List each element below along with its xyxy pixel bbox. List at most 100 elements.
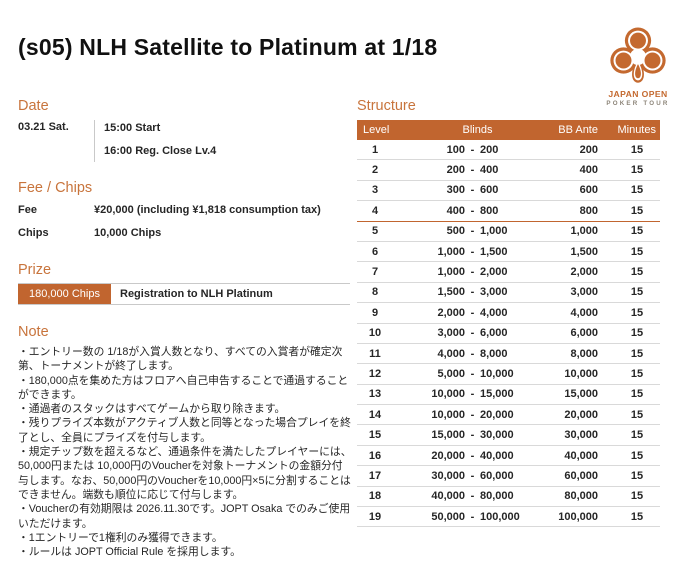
level-cell: 12 (368, 367, 382, 380)
structure-row: 2 200-400 400 15 (357, 160, 660, 181)
structure-row: 18 40,000-80,000 80,000 15 (357, 487, 660, 508)
structure-row: 3 300-600 600 15 (357, 181, 660, 202)
bb-ante-cell: 3,000 (570, 286, 598, 299)
jopt-logo: JAPAN OPEN POKER TOUR (601, 25, 675, 107)
chips-label: Chips (18, 227, 49, 239)
blinds-cell: 200-400 (446, 164, 499, 177)
bb-ante-cell: 30,000 (564, 429, 598, 442)
start-time: 15:00 Start (104, 122, 161, 134)
structure-row: 6 1,000-1,500 1,500 15 (357, 242, 660, 263)
date-row: 03.21 Sat. 15:00 Start 16:00 Reg. Close … (18, 120, 350, 162)
bb-ante-cell: 6,000 (570, 327, 598, 340)
level-cell: 10 (368, 327, 382, 340)
structure-table-body: 1 100-200 200 15 2 200-400 400 15 3 300-600 600 15 4… (357, 140, 660, 528)
minutes-cell: 15 (630, 347, 644, 360)
bb-ante-cell: 800 (579, 204, 598, 217)
structure-row: 19 50,000-100,000 100,000 15 (357, 507, 660, 528)
level-cell: 5 (371, 225, 379, 238)
blinds-cell: 2,000-4,000 (437, 306, 508, 319)
level-cell: 1 (371, 143, 379, 156)
fee-chips-heading: Fee / Chips (18, 180, 93, 196)
minutes-cell: 15 (630, 266, 644, 279)
level-cell: 6 (371, 245, 379, 258)
blinds-separator: - (470, 306, 475, 319)
level-cell: 14 (368, 408, 382, 421)
fee-row: Fee ¥20,000 (including ¥1,818 consumptio… (18, 204, 350, 216)
bb-ante-cell: 4,000 (570, 306, 598, 319)
bb-ante-cell: 80,000 (564, 490, 598, 503)
note-item: ・残りプライズ本数がアクティブ人数と同等となった場合プレイを終了とし、全員にプラ… (18, 417, 351, 444)
blinds-separator: - (470, 164, 475, 177)
blinds-column-header: Blinds (462, 124, 493, 136)
minutes-cell: 15 (630, 510, 644, 523)
minutes-cell: 15 (630, 143, 644, 156)
bb-ante-cell: 60,000 (564, 469, 598, 482)
structure-row: 14 10,000-20,000 20,000 15 (357, 405, 660, 426)
bb-ante-cell: 200 (579, 143, 598, 156)
blinds-cell: 5,000-10,000 (437, 367, 514, 380)
level-cell: 15 (368, 429, 382, 442)
blinds-separator: - (470, 184, 475, 197)
blinds-separator: - (470, 225, 475, 238)
structure-row: 9 2,000-4,000 4,000 15 (357, 303, 660, 324)
level-cell: 4 (371, 204, 379, 217)
note-item: ・通過者のスタックはすべてゲームから取り除きます。 (18, 403, 286, 416)
chips-value: 10,000 Chips (94, 227, 162, 239)
minutes-cell: 15 (630, 245, 644, 258)
level-cell: 19 (368, 510, 382, 523)
structure-row: 12 5,000-10,000 10,000 15 (357, 364, 660, 385)
bb-ante-cell: 8,000 (570, 347, 598, 360)
blinds-cell: 40,000-80,000 (431, 490, 514, 503)
minutes-column-header: Minutes (617, 124, 656, 136)
blinds-cell: 50,000-100,000 (431, 510, 520, 523)
blinds-cell: 4,000-8,000 (437, 347, 508, 360)
structure-row: 13 10,000-15,000 15,000 15 (357, 385, 660, 406)
blinds-separator: - (470, 286, 475, 299)
blinds-cell: 3,000-6,000 (437, 327, 508, 340)
level-cell: 11 (369, 347, 381, 360)
structure-row: 8 1,500-3,000 3,000 15 (357, 283, 660, 304)
bb-ante-cell: 20,000 (564, 408, 598, 421)
blinds-separator: - (470, 245, 475, 258)
blinds-separator: - (470, 388, 475, 401)
blinds-cell: 1,000-2,000 (437, 266, 508, 279)
note-item: ・ルールは JOPT Official Rule を採用します。 (18, 546, 241, 559)
structure-table: Level Blinds BB Ante Minutes 1 100-200 200… (357, 120, 660, 528)
bb-ante-cell: 10,000 (564, 367, 598, 380)
structure-row: 15 15,000-30,000 30,000 15 (357, 425, 660, 446)
page-title: (s05) NLH Satellite to Platinum at 1/18 (18, 34, 438, 60)
level-column-header: Level (363, 124, 390, 136)
fee-value: ¥20,000 (including ¥1,818 consumption ta… (94, 204, 321, 216)
minutes-cell: 15 (630, 225, 644, 238)
minutes-cell: 15 (630, 184, 644, 197)
level-cell: 7 (371, 266, 379, 279)
minutes-cell: 15 (630, 469, 644, 482)
blinds-separator: - (470, 429, 475, 442)
minutes-cell: 15 (630, 367, 644, 380)
minutes-cell: 15 (630, 204, 644, 217)
minutes-cell: 15 (630, 327, 644, 340)
structure-heading: Structure (357, 98, 416, 114)
bb-ante-cell: 1,500 (570, 245, 598, 258)
blinds-separator: - (470, 266, 475, 279)
blinds-separator: - (470, 143, 475, 156)
bb-ante-cell: 40,000 (564, 449, 598, 462)
blinds-separator: - (470, 408, 475, 421)
logo-text-japan-open: JAPAN OPEN (608, 89, 668, 99)
note-item: ・1エントリーで1権利のみ獲得できます。 (18, 531, 223, 544)
blinds-cell: 1,500-3,000 (437, 286, 508, 299)
bb-ante-cell: 600 (579, 184, 598, 197)
blinds-cell: 15,000-30,000 (431, 429, 514, 442)
blinds-separator: - (470, 469, 475, 482)
level-cell: 9 (371, 306, 379, 319)
level-cell: 16 (368, 449, 382, 462)
note-item: ・Voucherの有効期限は 2026.11.30です。JOPT Osaka で… (18, 503, 351, 530)
blinds-cell: 10,000-15,000 (431, 388, 514, 401)
bb-ante-cell: 15,000 (564, 388, 598, 401)
note-heading: Note (18, 324, 49, 340)
structure-row: 10 3,000-6,000 6,000 15 (357, 324, 660, 344)
structure-row: 7 1,000-2,000 2,000 15 (357, 262, 660, 283)
level-cell: 2 (371, 164, 379, 177)
date-times: 15:00 Start 16:00 Reg. Close Lv.4 (94, 120, 216, 162)
